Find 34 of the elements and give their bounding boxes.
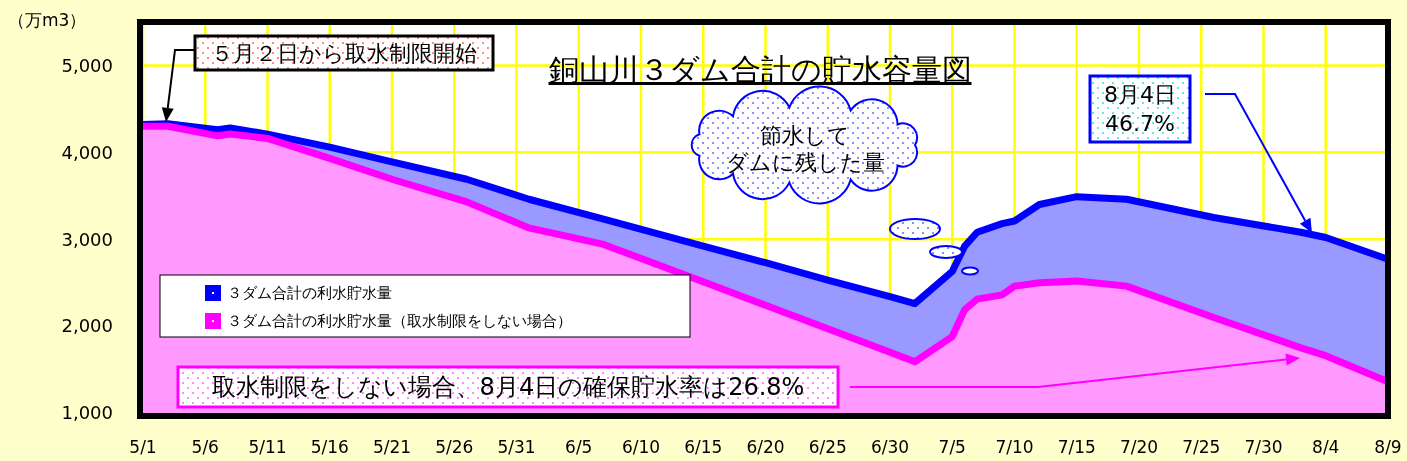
- y-tick-label: 2,000: [61, 315, 113, 337]
- legend-label: ３ダム合計の利水貯水量（取水制限をしない場合）: [227, 312, 572, 331]
- x-tick-label: 7/5: [938, 437, 966, 457]
- annotation: 節水して: [760, 122, 850, 148]
- x-tick-label: 7/10: [995, 437, 1034, 457]
- y-tick-label: 5,000: [61, 54, 113, 76]
- x-tick-label: 5/21: [372, 437, 412, 457]
- x-tick-label: 5/16: [310, 437, 349, 457]
- x-tick-label: 5/26: [435, 437, 474, 457]
- x-tick-label: 5/31: [497, 437, 536, 457]
- x-tick-label: 6/10: [621, 437, 661, 457]
- x-tick-label: 5/1: [129, 437, 157, 457]
- x-tick-label: 6/30: [870, 437, 910, 457]
- x-tick-label: 5/11: [248, 437, 287, 457]
- x-tick-label: 7/20: [1119, 437, 1159, 457]
- annotation: ダムに残した量: [725, 149, 885, 175]
- x-tick-label: 6/5: [565, 437, 593, 457]
- x-tick-label: 6/20: [746, 437, 785, 457]
- annotation: 取水制限をしない場合、8月4日の確保貯水率は26.8%: [211, 373, 805, 402]
- x-tick-label: 8/4: [1312, 437, 1340, 457]
- x-tick-label: 7/30: [1244, 437, 1283, 457]
- legend-label: ３ダム合計の利水貯水量: [227, 284, 392, 303]
- y-tick-label: 3,000: [61, 228, 113, 250]
- x-tick-label: 8/9: [1374, 437, 1402, 457]
- x-tick-label: 6/25: [808, 437, 847, 457]
- x-tick-label: 6/15: [684, 437, 723, 457]
- annotation: ５月２日から取水制限開始: [211, 40, 477, 66]
- y-axis-title: （万m3）: [8, 10, 87, 30]
- x-tick-label: 7/15: [1057, 437, 1096, 457]
- x-tick-label: 7/25: [1182, 437, 1221, 457]
- x-tick-label: 5/6: [191, 437, 219, 457]
- y-tick-label: 1,000: [61, 402, 113, 424]
- y-tick-label: 4,000: [61, 141, 113, 163]
- annotation: 8月4日 46.7%: [1104, 82, 1176, 136]
